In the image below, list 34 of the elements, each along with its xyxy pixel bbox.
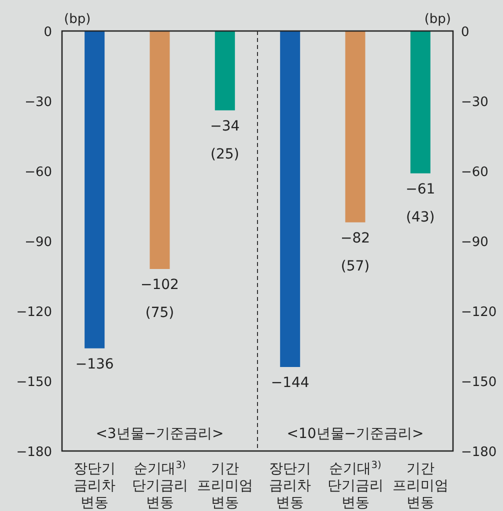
x-tick-label: 장단기 금리차 변동 [74, 461, 116, 511]
annotation: (25) [210, 146, 240, 162]
y-tick-label: −120 [16, 305, 52, 320]
y2-tick-label: −120 [461, 305, 497, 320]
y2-tick-label: −150 [461, 375, 497, 390]
x-tick-label: 기간 프리미엄 변동 [196, 461, 253, 511]
y-tick-label: −150 [16, 375, 52, 390]
y2-tick-label: −60 [461, 165, 488, 180]
y2-tick-label: −30 [461, 95, 488, 110]
y-tick-label: −180 [16, 445, 52, 460]
y2-tick-label: 0 [461, 25, 470, 40]
x-tick-label: 순기대$^{3)}$ 단기금리 변동 [327, 460, 384, 511]
x-tick-label: 순기대$^{3)}$ 단기금리 변동 [132, 460, 188, 511]
annotation: <10년물−기준금리> [286, 426, 424, 442]
annotation: (75) [145, 305, 174, 321]
y2-axis-title: (bp) [424, 12, 451, 27]
data-label: −82 [340, 230, 370, 246]
x-tick-label: 장단기 금리차 변동 [269, 461, 312, 511]
data-label: −102 [140, 277, 179, 293]
data-label: −136 [75, 356, 114, 372]
y-tick-label: −30 [24, 95, 52, 110]
annotation: <3년물−기준금리> [96, 426, 224, 442]
y2-tick-label: −180 [461, 445, 497, 460]
y-axis-title: (bp) [64, 12, 91, 27]
data-label: −61 [406, 181, 436, 198]
y-tick-label: 0 [44, 25, 52, 40]
annotation: (57) [340, 258, 370, 274]
y-tick-label: −90 [24, 235, 52, 250]
x-tick-label: 기간 프리미엄 변동 [392, 461, 448, 511]
y-tick-label: −60 [24, 165, 52, 180]
annotation: (43) [406, 209, 435, 226]
data-label: −144 [270, 375, 310, 391]
data-label: −34 [210, 118, 240, 134]
y2-tick-label: −90 [461, 235, 488, 250]
